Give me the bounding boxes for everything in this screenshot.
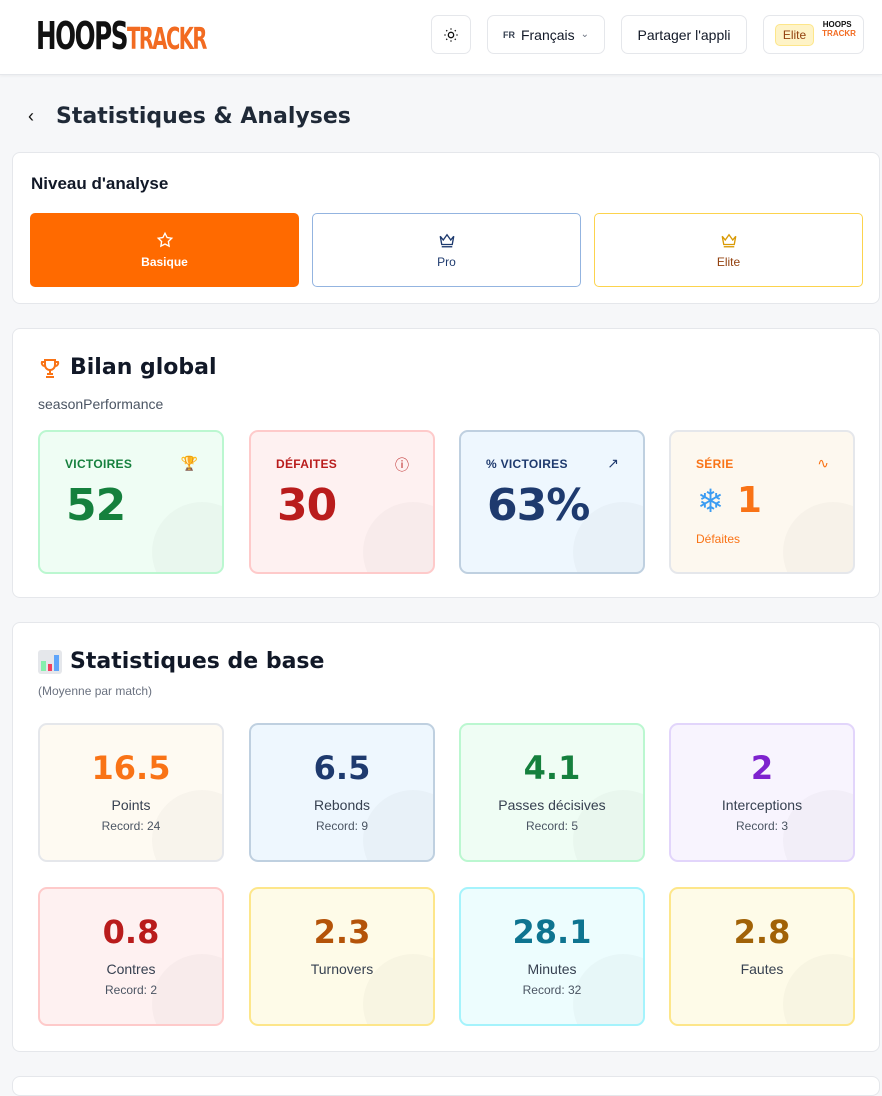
stat-name: Rebonds [313, 797, 371, 813]
section-title: Statistiques de base [38, 649, 324, 674]
stat-card-fautes: 2.8 Fautes [669, 887, 855, 1026]
stat-value: 28.1 [512, 913, 592, 951]
next-section [12, 1076, 880, 1096]
snowflake-icon: ❄ [697, 481, 724, 520]
stat-record: Record: 5 [525, 819, 579, 833]
alert-circle-icon: ⓘ [395, 457, 409, 473]
card-label: DÉFAITES [276, 457, 338, 471]
profile-button[interactable]: Elite HOOPS TRACKR [763, 15, 864, 54]
stat-name: Turnovers [310, 961, 374, 977]
overview-card: VICTOIRES 🏆 52 [38, 430, 224, 574]
bar-chart-icon [38, 649, 62, 674]
stat-card-turnovers: 2.3 Turnovers [249, 887, 435, 1026]
avatar: HOOPS TRACKR [822, 19, 856, 38]
chevron-down-icon: ⌄ [580, 29, 590, 40]
decorative-circle [783, 502, 853, 572]
base-stats-section: Statistiques de base (Moyenne par match)… [12, 622, 880, 1052]
stat-record: Record: 3 [735, 819, 789, 833]
section-title: Niveau d'analyse [31, 174, 169, 193]
stat-value: 16.5 [91, 749, 171, 787]
overview-card: % VICTOIRES ↗ 63% [459, 430, 645, 574]
stat-value: 2.8 [733, 913, 791, 951]
decorative-circle [152, 502, 222, 572]
language-select[interactable]: FR Français ⌄ [487, 15, 605, 54]
stat-name: Contres [106, 961, 156, 977]
section-title: Bilan global [38, 355, 217, 380]
activity-icon: ∿ [817, 455, 829, 471]
card-value: 52 [66, 480, 126, 531]
stat-value: 6.5 [313, 749, 371, 787]
card-value: 1 [736, 480, 762, 521]
stat-card-minutes: 28.1 Minutes Record: 32 [459, 887, 645, 1026]
sun-icon [444, 27, 458, 42]
card-label: % VICTOIRES [486, 457, 568, 471]
stat-record: Record: 32 [522, 983, 582, 997]
stat-value: 0.8 [102, 913, 160, 951]
stat-card-rebonds: 6.5 Rebonds Record: 9 [249, 723, 435, 862]
overview-card: DÉFAITES ⓘ 30 [249, 430, 435, 574]
level-pro-button[interactable]: Pro [312, 213, 581, 287]
card-label: SÉRIE [696, 457, 734, 471]
crown-icon [721, 233, 736, 248]
decorative-circle [363, 502, 433, 572]
stat-card-points: 16.5 Points Record: 24 [38, 723, 224, 862]
share-app-button[interactable]: Partager l'appli [621, 15, 747, 54]
stat-name: Points [111, 797, 151, 813]
stat-value: 4.1 [523, 749, 581, 787]
crown-icon [439, 233, 454, 248]
overview-section: Bilan global seasonPerformance VICTOIRES… [12, 328, 880, 598]
hoopstrackr-logo[interactable]: HOOPSTRACKR [36, 14, 207, 58]
trophy-icon: 🏆 [180, 455, 198, 471]
back-chevron-icon[interactable]: ‹ [28, 106, 34, 126]
analysis-level-section: Niveau d'analyse Basique Pro Elite [12, 152, 880, 304]
top-header: HOOPSTRACKR FR Français ⌄ Partager l'appli… [0, 0, 882, 75]
stat-card-interceptions: 2 Interceptions Record: 3 [669, 723, 855, 862]
stat-name: Interceptions [721, 797, 803, 813]
stat-name: Fautes [740, 961, 784, 977]
stat-card-contres: 0.8 Contres Record: 2 [38, 887, 224, 1026]
plan-badge: Elite [774, 23, 815, 46]
stat-value: 2 [750, 749, 774, 787]
star-icon [156, 231, 173, 248]
stat-value: 2.3 [313, 913, 371, 951]
card-value: 30 [277, 480, 337, 531]
overview-card: SÉRIE ∿ ❄ 1 Défaites [669, 430, 855, 574]
stat-name: Minutes [527, 961, 577, 977]
card-label: VICTOIRES [65, 457, 133, 471]
level-basic-button[interactable]: Basique [30, 213, 299, 287]
page-header: ‹ Statistiques & Analyses [28, 104, 351, 129]
streak-type: Défaites [696, 532, 741, 546]
stat-card-passes-décisives: 4.1 Passes décisives Record: 5 [459, 723, 645, 862]
page-title: Statistiques & Analyses [56, 104, 351, 129]
section-subtitle: (Moyenne par match) [38, 684, 153, 698]
stat-record: Record: 24 [101, 819, 161, 833]
trending-up-icon: ↗ [607, 455, 619, 471]
stat-name: Passes décisives [498, 797, 606, 813]
card-value: 63% [487, 480, 590, 531]
stat-record: Record: 9 [315, 819, 369, 833]
theme-toggle-button[interactable] [431, 15, 471, 54]
stat-record: Record: 2 [104, 983, 158, 997]
level-elite-button[interactable]: Elite [594, 213, 863, 287]
trophy-icon [40, 358, 60, 378]
section-subtitle: seasonPerformance [38, 396, 164, 412]
